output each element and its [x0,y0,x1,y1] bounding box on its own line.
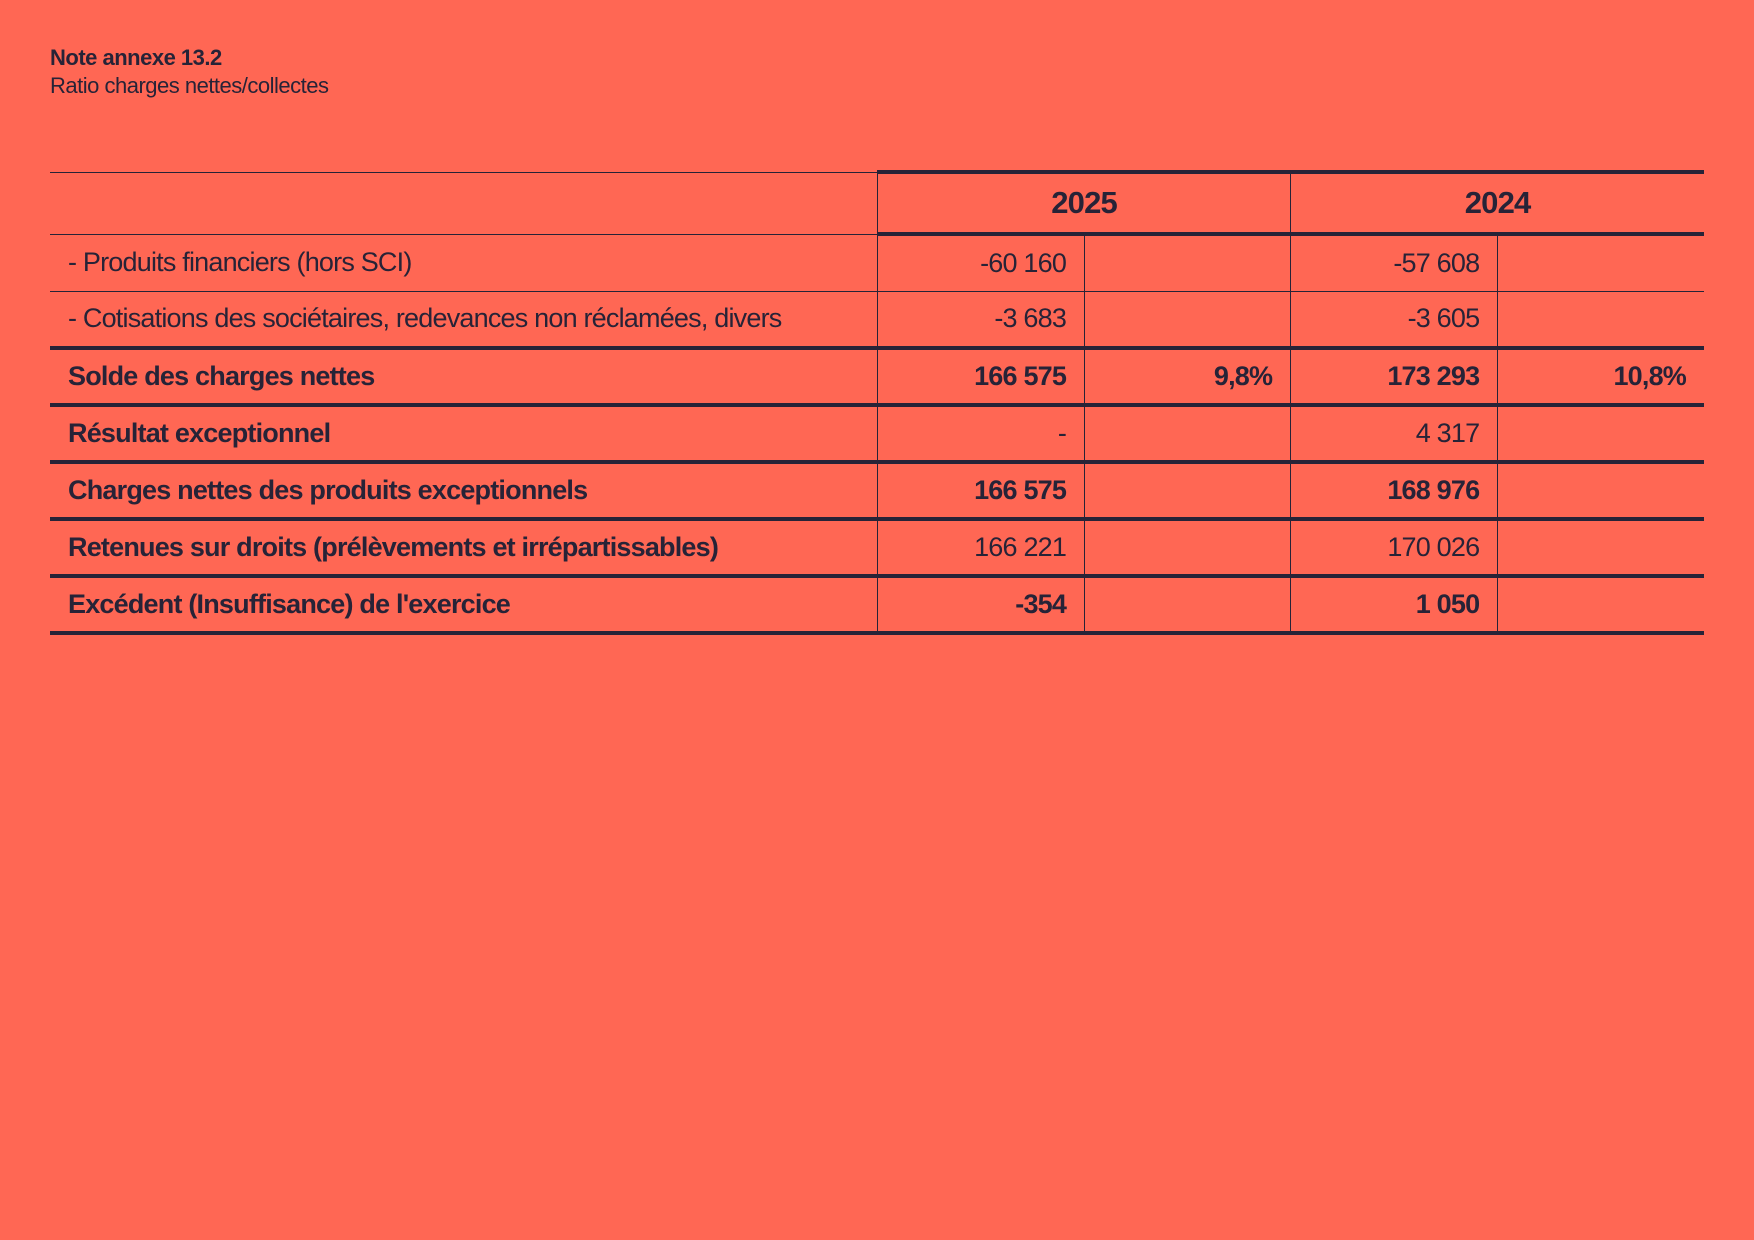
value-2024: 4 317 [1290,405,1498,464]
row-label: Excédent (Insuffisance) de l'exercice [50,576,878,635]
value-2024: 173 293 [1290,348,1498,407]
table-row: Solde des charges nettes 166 575 9,8% 17… [50,348,1704,407]
table-row: Charges nettes des produits exceptionnel… [50,462,1704,521]
ratio-2024 [1497,405,1704,464]
row-label: - Cotisations des sociétaires, redevance… [50,291,878,350]
ratio-2025 [1084,405,1291,464]
year-header-2025: 2025 [876,170,1291,236]
ratio-2025 [1084,519,1291,578]
row-label: Charges nettes des produits exceptionnel… [50,462,878,521]
ratio-2025 [1084,234,1291,292]
header-label-cell [50,171,878,235]
ratio-2024: 10,8% [1497,348,1704,407]
value-2025: -354 [876,576,1085,635]
table-header-row: 2025 2024 [50,170,1704,236]
ratio-2025 [1084,576,1291,635]
value-2024: 168 976 [1290,462,1498,521]
ratio-2024 [1497,234,1704,292]
table-row: Retenues sur droits (prélèvements et irr… [50,519,1704,578]
note-title: Note annexe 13.2 [50,45,222,70]
table-row: Excédent (Insuffisance) de l'exercice -3… [50,576,1704,635]
table-row: Résultat exceptionnel - 4 317 [50,405,1704,464]
ratio-2024 [1497,519,1704,578]
year-header-2024: 2024 [1290,170,1704,236]
value-2025: -60 160 [876,234,1085,292]
row-label: Résultat exceptionnel [50,405,878,464]
value-2024: 1 050 [1290,576,1498,635]
table-row: - Cotisations des sociétaires, redevance… [50,291,1704,350]
value-2024: -57 608 [1290,234,1498,292]
ratio-2025: 9,8% [1084,348,1291,407]
note-subtitle: Ratio charges nettes/collectes [50,73,329,98]
value-2025: - [876,405,1085,464]
ratio-2025 [1084,291,1291,350]
value-2025: 166 575 [876,348,1085,407]
table-row: - Produits financiers (hors SCI) -60 160… [50,234,1704,292]
value-2024: -3 605 [1290,291,1498,350]
value-2025: -3 683 [876,291,1085,350]
row-label: Retenues sur droits (prélèvements et irr… [50,519,878,578]
row-label: - Produits financiers (hors SCI) [50,234,878,292]
ratio-2024 [1497,291,1704,350]
row-label: Solde des charges nettes [50,348,878,407]
charges-ratio-table: 2025 2024 - Produits financiers (hors SC… [50,170,1704,635]
note-header: Note annexe 13.2 Ratio charges nettes/co… [50,44,329,100]
ratio-2024 [1497,576,1704,635]
value-2025: 166 575 [876,462,1085,521]
value-2024: 170 026 [1290,519,1498,578]
ratio-2025 [1084,462,1291,521]
value-2025: 166 221 [876,519,1085,578]
ratio-2024 [1497,462,1704,521]
